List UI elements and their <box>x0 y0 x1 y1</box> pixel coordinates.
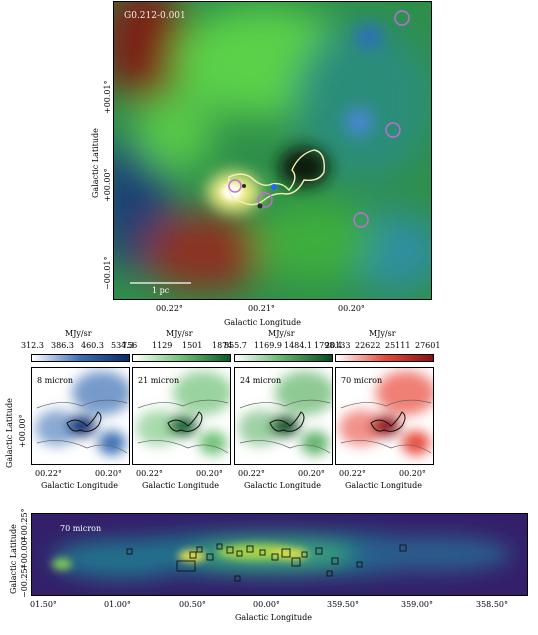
bottom-xtick: 359.50° <box>327 600 359 609</box>
small-panel-3: 70 micron <box>335 367 434 465</box>
bottom-xtick: 359.00° <box>401 600 433 609</box>
bottom-xtick: 01.50° <box>30 600 57 609</box>
colorbar-tick: 27601 <box>415 341 441 350</box>
small-xtick: 00.22° <box>339 469 366 478</box>
bottom-panel-label: 70 micron <box>60 524 102 533</box>
colorbar-tick: 1501 <box>182 341 203 350</box>
small-panel-label: 21 micron <box>138 376 180 385</box>
small-xlabel: Galactic Longitude <box>142 481 219 490</box>
small-panel-label: 24 micron <box>240 376 282 385</box>
small-xtick: 00.20° <box>95 469 122 478</box>
colorbar-tick: 25111 <box>385 341 411 350</box>
small-panel-0: 8 micron <box>31 367 130 465</box>
colorbar-2 <box>234 354 333 362</box>
colorbar-tick: 1169.9 <box>254 341 282 350</box>
colorbar-tick: 855.7 <box>224 341 247 350</box>
bottom-70micron-panel: 70 micron <box>31 513 528 596</box>
colorbar-tick: 534.3 <box>111 341 134 350</box>
field-label: G0.212-0.001 <box>124 11 186 21</box>
scalebar-label: 1 pc <box>152 286 170 295</box>
colorbar-tick: 460.3 <box>81 341 104 350</box>
bottom-ytick-3: −00.25° <box>20 564 29 598</box>
small-xlabel: Galactic Longitude <box>345 481 422 490</box>
colorbar-tick: 1129 <box>152 341 173 350</box>
small-ytick: +00.00° <box>18 414 27 448</box>
small-panel-1: 21 micron <box>132 367 231 465</box>
small-xtick: 00.22° <box>238 469 265 478</box>
colorbar-tick: 20133 <box>325 341 351 350</box>
main-ytick-2: +00.00° <box>103 168 112 202</box>
main-xtick-2: 00.21° <box>248 304 275 313</box>
colorbar-unit-3: MJy/sr <box>369 329 396 338</box>
main-xtick-1: 00.22° <box>156 304 183 313</box>
colorbar-tick: 386.3 <box>51 341 74 350</box>
small-panel-2: 24 micron <box>234 367 333 465</box>
colorbar-unit-0: MJy/sr <box>65 329 92 338</box>
colorbar-unit-2: MJy/sr <box>268 329 295 338</box>
main-rgb-panel: G0.212-0.001 1 pc <box>113 1 432 300</box>
colorbar-tick: 1484.1 <box>284 341 312 350</box>
main-xlabel: Galactic Longitude <box>224 318 301 327</box>
colorbar-tick: 1874 <box>212 341 233 350</box>
small-ylabel: Galactic Latitude <box>5 398 14 468</box>
bottom-xtick: 01.00° <box>104 600 131 609</box>
bottom-xtick: 00.00° <box>253 600 280 609</box>
main-ytick-3: −00.01° <box>103 256 112 290</box>
colorbar-tick: 756 <box>122 341 138 350</box>
small-xtick: 00.22° <box>136 469 163 478</box>
small-xlabel: Galactic Longitude <box>41 481 118 490</box>
bottom-xlabel: Galactic Longitude <box>235 613 312 622</box>
small-panel-label: 8 micron <box>37 376 74 385</box>
rgb-composite-image <box>114 2 431 299</box>
colorbar-tick: 1798.4 <box>314 341 342 350</box>
main-xtick-3: 00.20° <box>338 304 365 313</box>
colorbar-unit-1: MJy/sr <box>166 329 193 338</box>
bottom-xtick: 358.50° <box>476 600 508 609</box>
colorbar-3 <box>335 354 434 362</box>
bottom-xtick: 00.50° <box>179 600 206 609</box>
main-ylabel: Galactic Latitude <box>91 128 100 198</box>
bottom-ylabel: Galactic Latitude <box>9 524 18 594</box>
main-ytick-1: +00.01° <box>103 80 112 114</box>
colorbar-0 <box>31 354 130 362</box>
small-xtick: 00.20° <box>196 469 223 478</box>
colorbar-1 <box>132 354 231 362</box>
small-xlabel: Galactic Longitude <box>244 481 321 490</box>
small-panel-image <box>238 371 332 455</box>
small-xtick: 00.20° <box>399 469 426 478</box>
small-panel-image <box>339 371 433 455</box>
small-panel-label: 70 micron <box>341 376 383 385</box>
small-xtick: 00.20° <box>298 469 325 478</box>
small-panel-image <box>136 371 230 455</box>
colorbar-tick: 312.3 <box>21 341 44 350</box>
colorbar-tick: 22622 <box>355 341 381 350</box>
small-xtick: 00.22° <box>35 469 62 478</box>
small-panel-image <box>35 371 129 455</box>
bottom-image <box>32 514 527 595</box>
